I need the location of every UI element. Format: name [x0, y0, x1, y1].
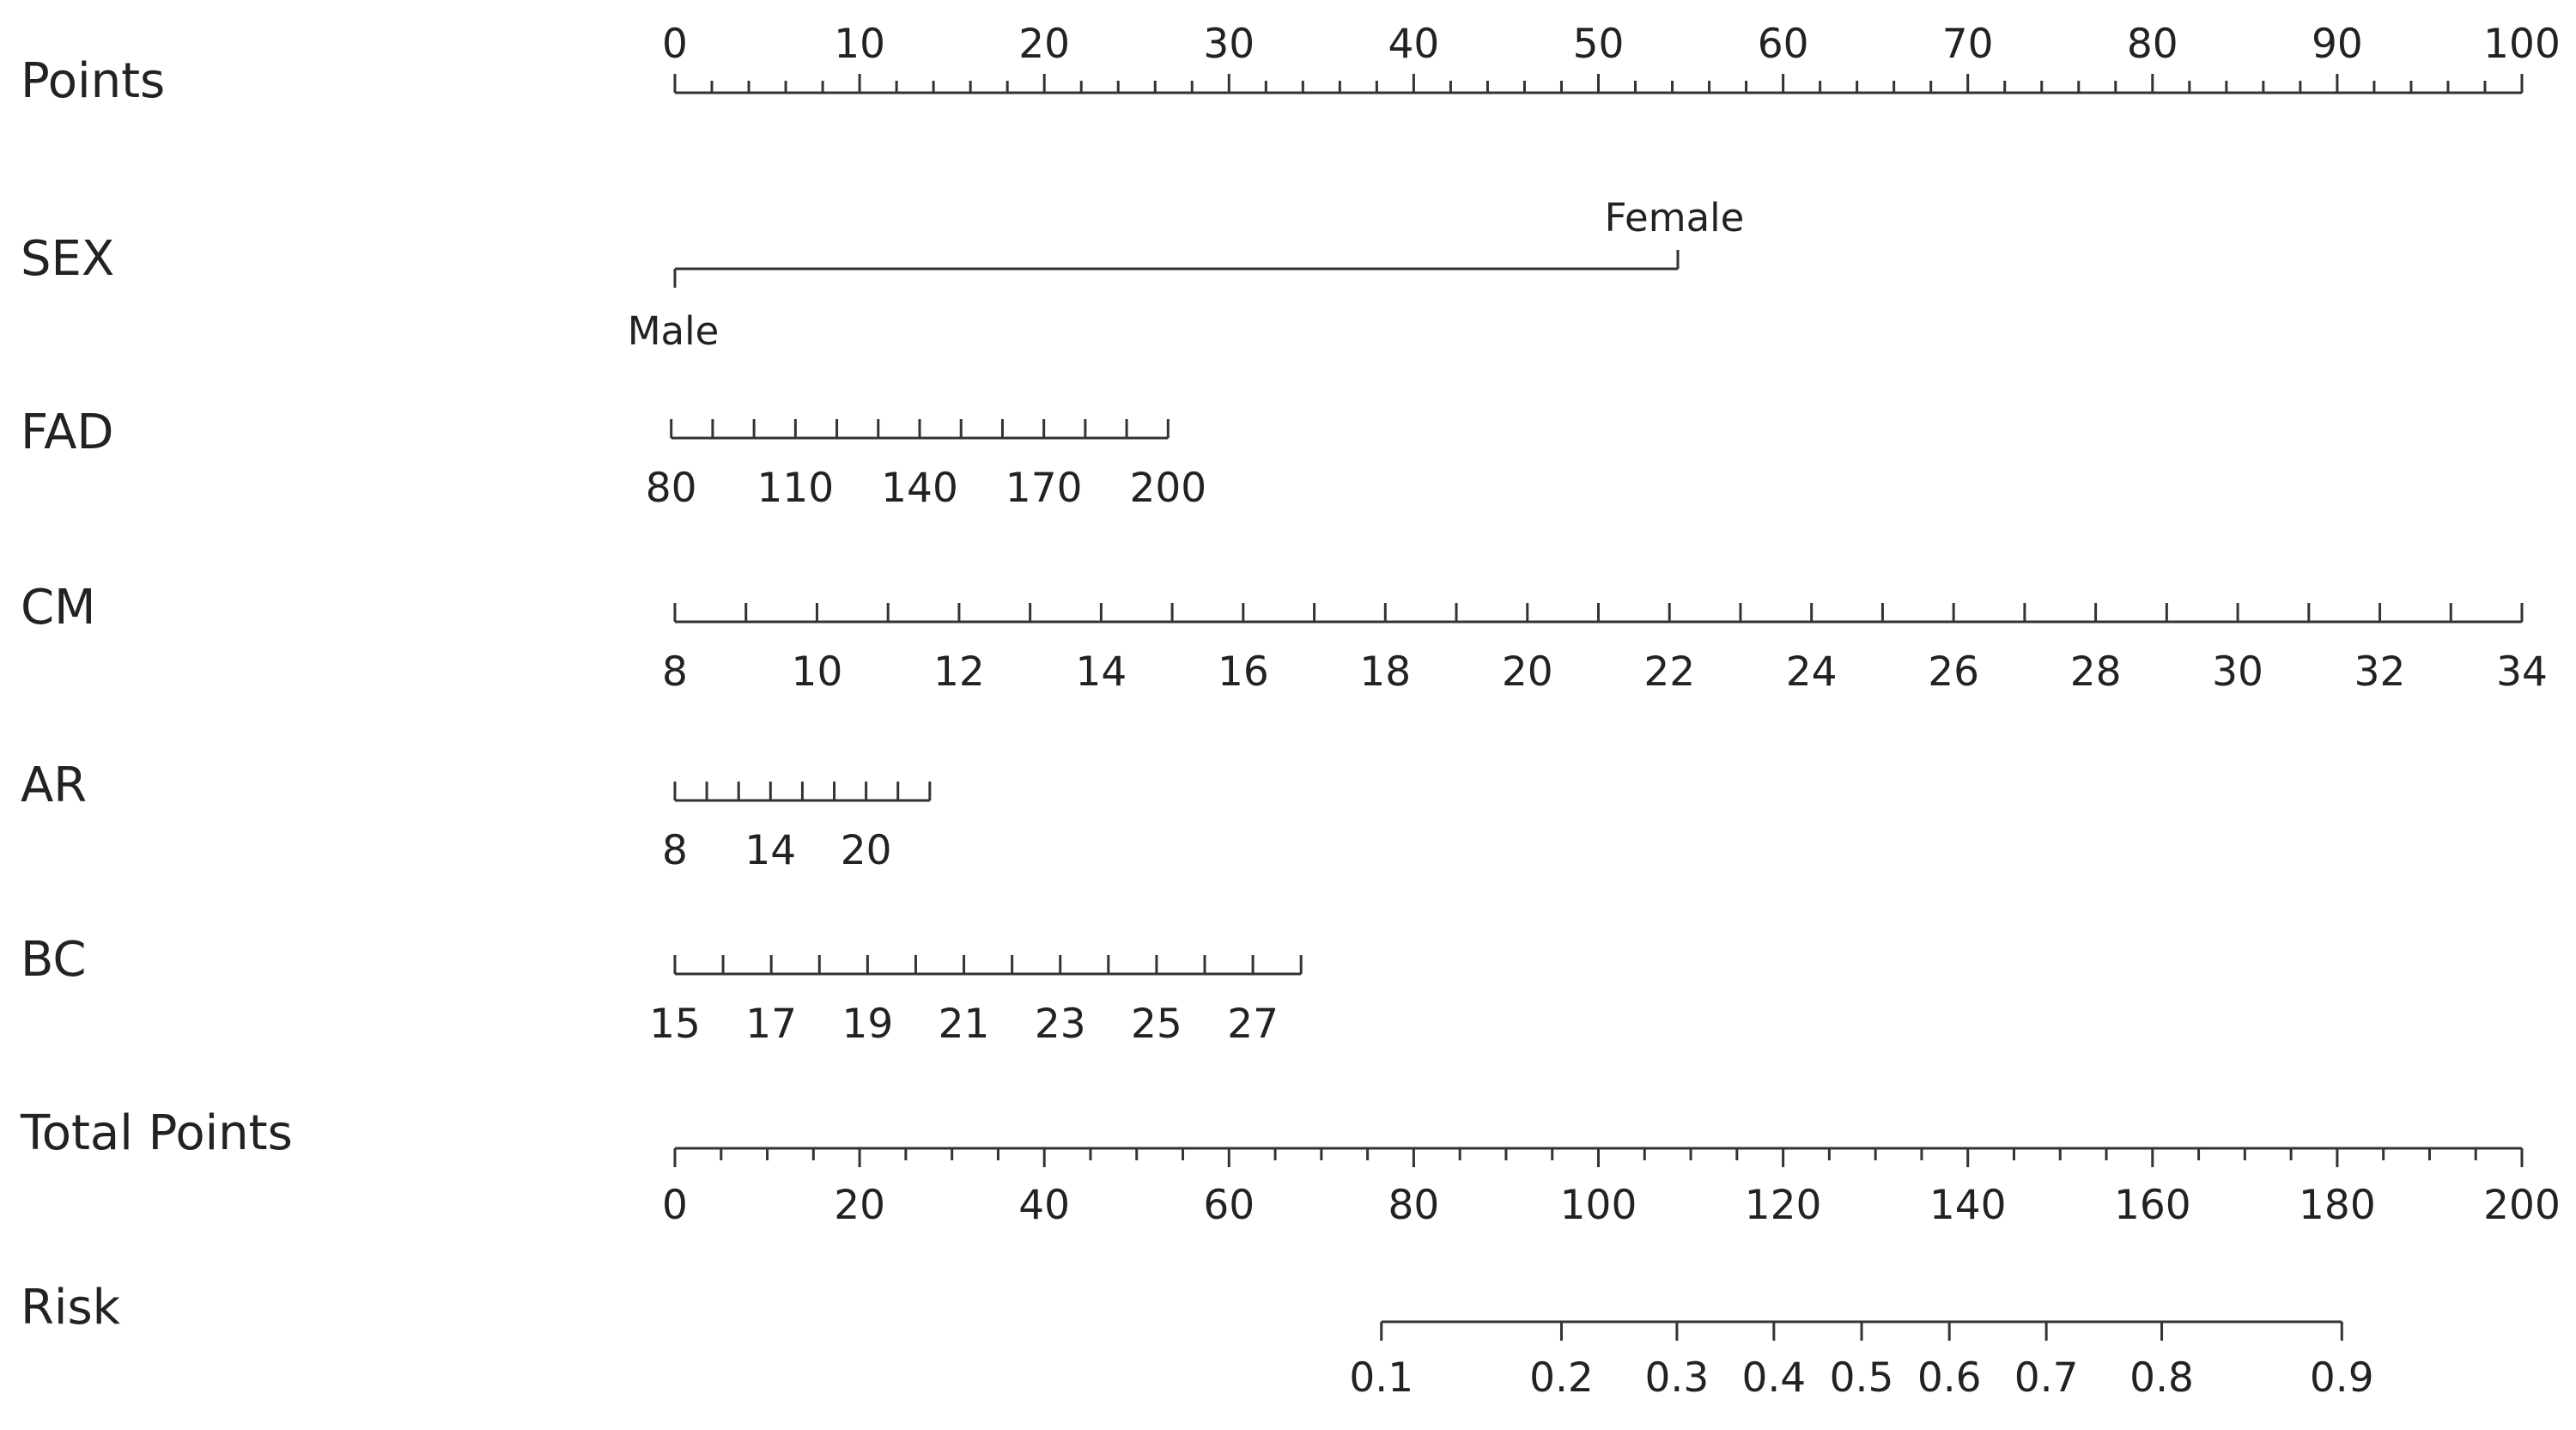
- total-points-tick-label: 40: [1018, 1182, 1070, 1229]
- ar-tick-label: 20: [841, 827, 892, 874]
- row-label-risk: Risk: [21, 1280, 121, 1336]
- total-points-tick-label: 0: [662, 1182, 688, 1229]
- cm-tick-label: 24: [1786, 648, 1838, 696]
- points-tick-label: 20: [1018, 21, 1070, 68]
- row-risk: Risk 0.1 0.2 0.3 0.4 0.5 0.6 0.7 0.8 0.9: [21, 1280, 2374, 1402]
- bc-tick-label: 15: [649, 1001, 701, 1048]
- cm-tick-label: 20: [1502, 648, 1553, 696]
- risk-tick-label: 0.2: [1529, 1354, 1594, 1402]
- points-tick-label: 60: [1758, 21, 1809, 68]
- row-cm: CM 8 10 12 14 16 18 20 22 24 26 28 30 32 34: [21, 580, 2548, 696]
- fad-tick-label: 110: [756, 465, 834, 512]
- category-label-female: Female: [1605, 195, 1745, 240]
- points-tick-label: 10: [834, 21, 885, 68]
- points-tick-label: 100: [2483, 21, 2561, 68]
- points-tick-label: 0: [662, 21, 688, 68]
- risk-tick-label: 0.9: [2310, 1354, 2374, 1402]
- category-label-male: Male: [628, 308, 720, 354]
- fad-tick-label: 140: [881, 465, 958, 512]
- row-label-points: Points: [21, 53, 165, 109]
- points-tick-label: 40: [1388, 21, 1439, 68]
- row-fad: FAD 80 110 140 170 200: [21, 405, 1206, 512]
- bc-tick-label: 25: [1131, 1001, 1182, 1048]
- risk-tick-label: 0.7: [2014, 1354, 2079, 1402]
- points-tick-label: 80: [2127, 21, 2178, 68]
- cm-tick-label: 14: [1075, 648, 1127, 696]
- risk-tick-label: 0.1: [1349, 1354, 1413, 1402]
- row-label-cm: CM: [21, 580, 95, 636]
- total-points-tick-label: 100: [1560, 1182, 1637, 1229]
- cm-tick-label: 28: [2070, 648, 2122, 696]
- row-total-points: Total Points 0 20 40 60 80 100 120 140 160 180 200: [20, 1105, 2561, 1229]
- cm-tick-label: 10: [792, 648, 843, 696]
- total-points-tick-label: 60: [1203, 1182, 1255, 1229]
- cm-tick-label: 26: [1928, 648, 1979, 696]
- bc-tick-label: 27: [1227, 1001, 1279, 1048]
- bc-tick-label: 23: [1035, 1001, 1086, 1048]
- row-label-ar: AR: [21, 758, 87, 813]
- row-points: Points 0 10 20 30 40 50 60 70 80 90 100: [21, 21, 2561, 109]
- bc-tick-label: 21: [939, 1001, 990, 1048]
- points-tick-label: 30: [1203, 21, 1255, 68]
- row-label-fad: FAD: [21, 405, 114, 460]
- cm-tick-label: 34: [2496, 648, 2548, 696]
- ar-tick-label: 14: [744, 827, 796, 874]
- fad-tick-label: 80: [646, 465, 697, 512]
- row-label-total-points: Total Points: [20, 1105, 293, 1161]
- risk-tick-label: 0.6: [1917, 1354, 1982, 1402]
- row-label-bc: BC: [21, 932, 87, 988]
- risk-tick-label: 0.4: [1741, 1354, 1806, 1402]
- cm-tick-label: 8: [662, 648, 688, 696]
- row-label-sex: SEX: [21, 231, 114, 287]
- cm-tick-label: 18: [1359, 648, 1411, 696]
- cm-tick-label: 16: [1218, 648, 1269, 696]
- cm-tick-label: 22: [1643, 648, 1695, 696]
- points-tick-label: 70: [1942, 21, 1994, 68]
- total-points-tick-label: 20: [834, 1182, 885, 1229]
- risk-tick-label: 0.8: [2129, 1354, 2194, 1402]
- cm-tick-label: 12: [933, 648, 985, 696]
- row-sex: SEX Male Female: [21, 195, 1744, 354]
- total-points-tick-label: 200: [2483, 1182, 2561, 1229]
- fad-tick-label: 170: [1005, 465, 1083, 512]
- fad-tick-label: 200: [1129, 465, 1206, 512]
- row-ar: AR 8 14 20: [21, 758, 932, 874]
- points-tick-label: 50: [1573, 21, 1625, 68]
- total-points-tick-label: 120: [1745, 1182, 1822, 1229]
- ar-tick-label: 8: [662, 827, 688, 874]
- risk-tick-label: 0.5: [1830, 1354, 1894, 1402]
- cm-tick-label: 32: [2354, 648, 2406, 696]
- cm-tick-label: 30: [2212, 648, 2263, 696]
- row-bc: BC 15 17 19 21 23 25 27: [21, 932, 1303, 1048]
- bc-tick-label: 17: [745, 1001, 797, 1048]
- total-points-tick-label: 80: [1388, 1182, 1439, 1229]
- total-points-tick-label: 140: [1929, 1182, 2007, 1229]
- total-points-tick-label: 180: [2299, 1182, 2376, 1229]
- points-tick-label: 90: [2312, 21, 2363, 68]
- risk-tick-label: 0.3: [1645, 1354, 1710, 1402]
- total-points-tick-label: 160: [2114, 1182, 2191, 1229]
- bc-tick-label: 19: [841, 1001, 893, 1048]
